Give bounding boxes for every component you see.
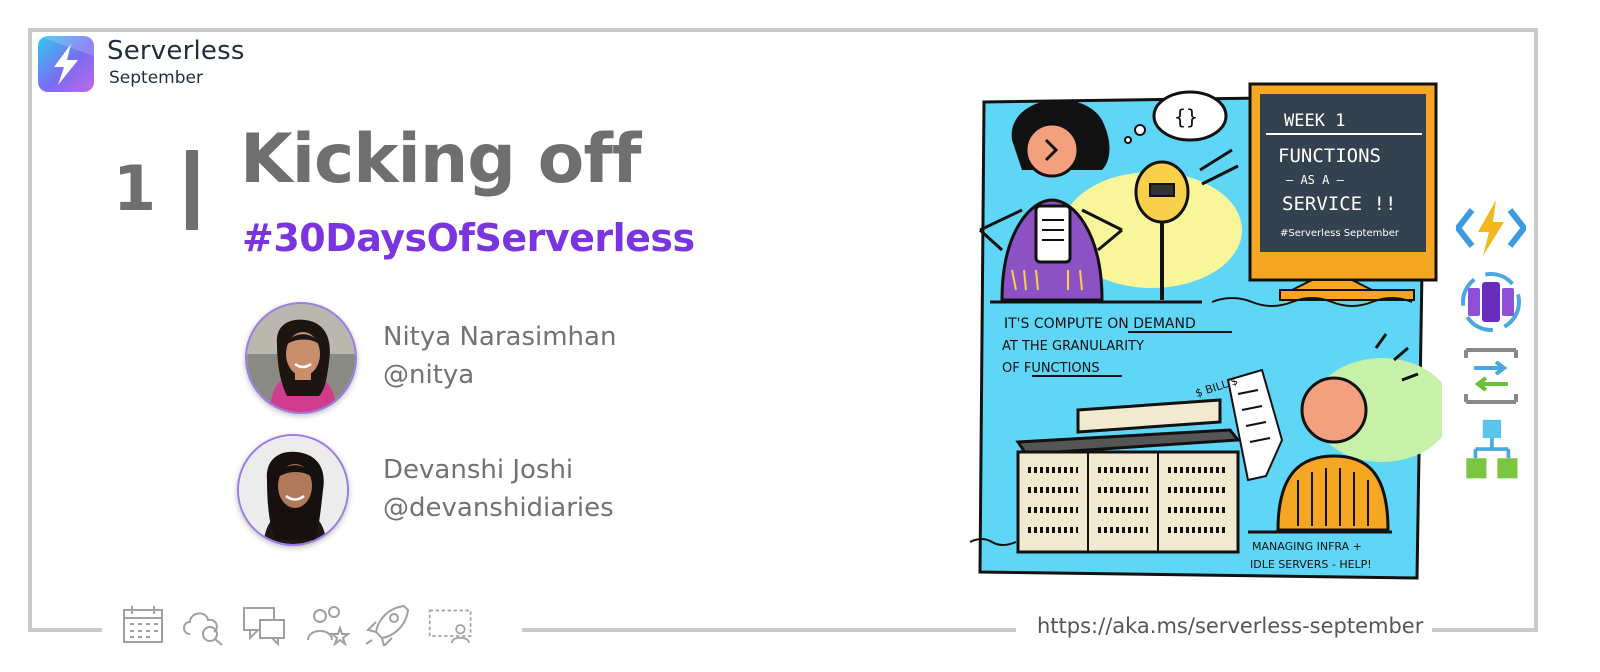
avatar-photo	[247, 304, 355, 412]
frame-bottom-border	[522, 628, 1016, 632]
frame-right-border	[1534, 28, 1538, 632]
cloud-search-icon	[183, 612, 223, 646]
board-week: WEEK 1	[1284, 111, 1345, 131]
functions-sketchnote-illustration: WEEK 1 FUNCTIONS — AS A — SERVICE !! #Se…	[969, 82, 1442, 580]
azure-functions-icon	[1456, 200, 1526, 256]
caption-bottom-line1: MANAGING INFRA +	[1252, 540, 1362, 553]
chat-icon	[243, 607, 285, 646]
footer-url-link[interactable]: https://aka.ms/serverless-september	[1037, 614, 1424, 638]
hashtag-link[interactable]: #30DaysOfServerless	[242, 216, 695, 260]
board-line2: — AS A —	[1286, 173, 1345, 187]
author-avatar-devanshi	[237, 434, 349, 546]
frame-top-border	[28, 28, 1538, 32]
frame-left-border	[28, 28, 32, 632]
board-line1: FUNCTIONS	[1278, 145, 1381, 167]
brand-subtitle: September	[109, 68, 203, 88]
rocket-icon	[365, 604, 410, 646]
presentation-icon	[428, 609, 472, 644]
author-handle[interactable]: @nitya	[383, 360, 475, 390]
author-avatar-nitya	[245, 302, 357, 414]
people-star-icon	[307, 606, 350, 646]
author-name: Nitya Narasimhan	[383, 322, 617, 352]
page-title: Kicking off	[240, 120, 641, 199]
serverless-logo	[38, 36, 94, 92]
calendar-icon	[123, 606, 163, 643]
day-number: 1	[113, 152, 157, 225]
caption-main-line2: AT THE GRANULARITY	[1002, 339, 1144, 354]
author-name: Devanshi Joshi	[383, 455, 574, 485]
frame-bottom-border	[28, 628, 102, 632]
board-line3: SERVICE !!	[1282, 193, 1396, 215]
frame-bottom-border	[1432, 628, 1538, 632]
avatar-photo	[239, 436, 347, 544]
author-handle[interactable]: @devanshidiaries	[383, 493, 614, 523]
durable-functions-icon	[1466, 419, 1518, 479]
logic-apps-icon	[1464, 348, 1518, 404]
thought-bubble-text: {}	[1174, 105, 1198, 129]
brand-title: Serverless	[107, 36, 245, 66]
container-apps-icon	[1461, 272, 1521, 332]
caption-main-line1: IT'S COMPUTE ON DEMAND	[1004, 316, 1196, 332]
caption-main-line3: OF FUNCTIONS	[1002, 361, 1100, 376]
lightning-bolt-icon	[38, 36, 94, 85]
day-separator	[186, 150, 198, 230]
board-tag: #Serverless September	[1280, 228, 1400, 239]
caption-bottom-line2: IDLE SERVERS - HELP!	[1250, 558, 1372, 571]
